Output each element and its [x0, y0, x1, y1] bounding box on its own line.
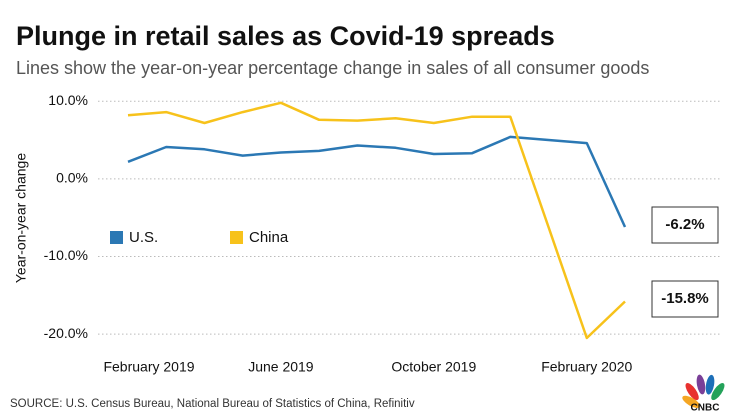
chart-subtitle: Lines show the year-on-year percentage c…	[16, 58, 649, 78]
value-label: -15.8%	[661, 290, 709, 307]
y-tick-label: 10.0%	[48, 92, 88, 108]
y-tick-label: -10.0%	[44, 247, 88, 263]
logo-mark	[682, 374, 725, 408]
x-tick-label: February 2020	[541, 359, 632, 375]
value-label-box	[651, 206, 719, 244]
y-tick-label: 0.0%	[56, 170, 88, 186]
value-label: -6.2%	[665, 216, 704, 233]
logo-text: CNBC	[691, 403, 720, 414]
legend-swatch	[230, 231, 243, 244]
chart-title: Plunge in retail sales as Covid-19 sprea…	[16, 21, 555, 51]
x-tick-label: October 2019	[391, 359, 476, 375]
y-axis-title: Year-on-year change	[13, 153, 29, 283]
legend-swatch	[110, 231, 123, 244]
legend-label: U.S.	[129, 229, 158, 246]
series-line	[127, 101, 626, 340]
x-tick-label: June 2019	[248, 359, 314, 375]
source: SOURCE: U.S. Census Bureau, National Bur…	[10, 398, 415, 410]
y-tick-label: -20.0%	[44, 325, 88, 341]
legend-label: China	[249, 229, 289, 246]
value-label-box	[651, 280, 719, 318]
x-tick-label: February 2019	[103, 359, 194, 375]
series-line	[127, 135, 627, 228]
